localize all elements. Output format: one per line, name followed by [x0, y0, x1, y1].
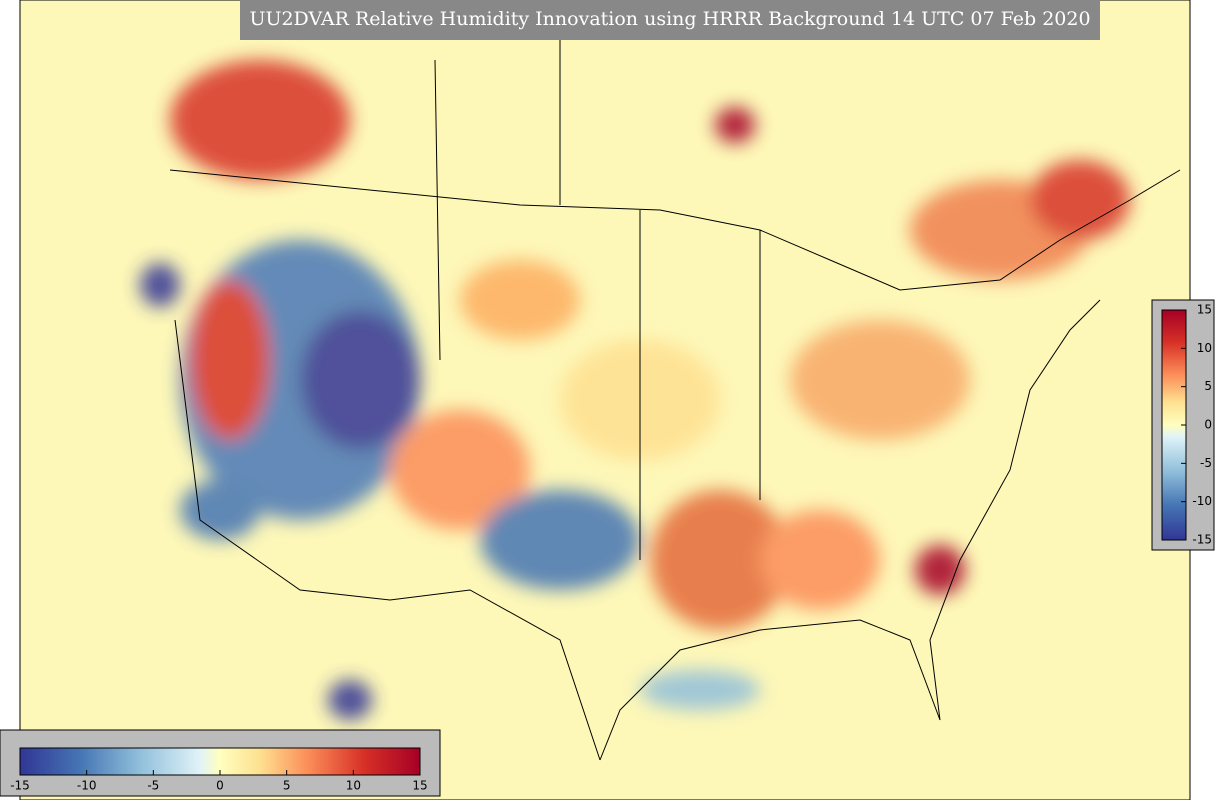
border: [174, 319, 601, 761]
colorbar-vertical: -15 -10 -5 0 5 10 15: [1151, 299, 1215, 551]
tick-label: 0: [1204, 418, 1212, 432]
tick-label: -15: [1192, 533, 1212, 547]
tick-label: 5: [1204, 379, 1212, 393]
coastline: [599, 299, 1101, 761]
boundaries: [169, 0, 1181, 761]
tick-label: 15: [412, 779, 427, 793]
tick-label: -15: [10, 779, 30, 793]
tick-label: -5: [1200, 456, 1212, 470]
title-box: [240, 0, 1100, 40]
tick-label: 5: [283, 779, 291, 793]
border: [169, 169, 1181, 291]
state-lines: [434, 0, 761, 560]
title: UU2DVAR Relative Humidity Innovation usi…: [249, 8, 1090, 30]
map: [19, 0, 1191, 800]
colorbar-horizontal: -15 -10 -5 0 5 10 15: [0, 729, 441, 797]
tick-label: -10: [1192, 494, 1212, 508]
tick-label: -5: [147, 779, 159, 793]
tick-label: 0: [216, 779, 224, 793]
tick-label: 10: [1197, 341, 1212, 355]
tick-label: -10: [77, 779, 97, 793]
tick-label: 15: [1197, 303, 1212, 317]
tick-label: 10: [346, 779, 361, 793]
